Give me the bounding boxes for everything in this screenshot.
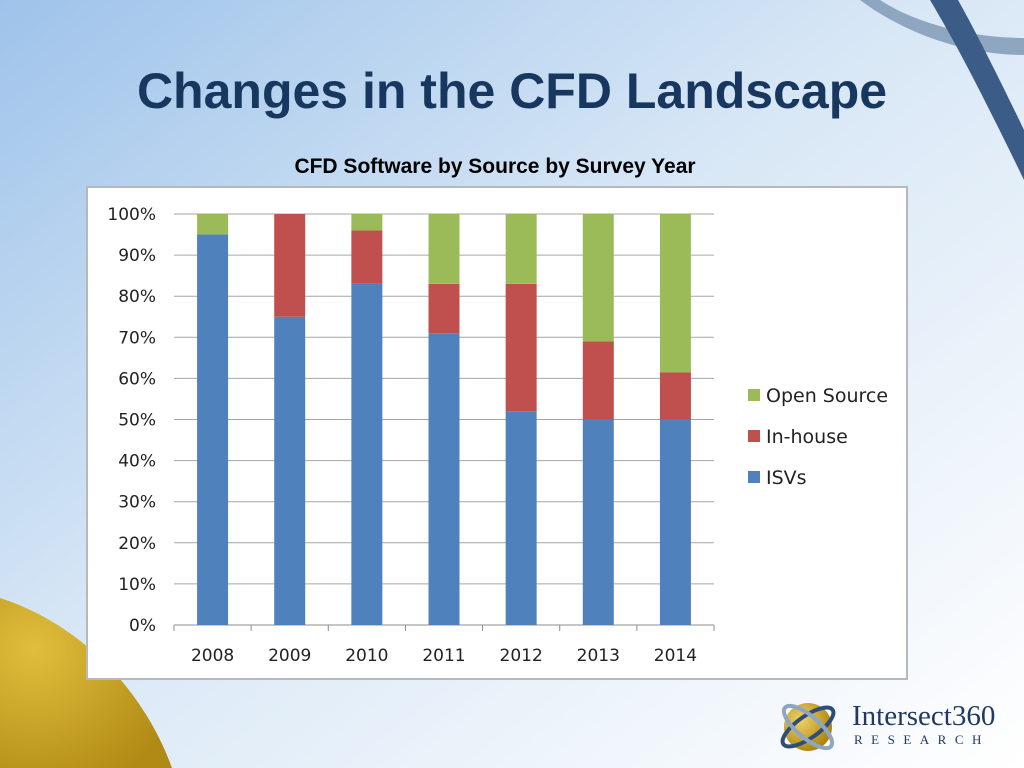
bar-in-house-2013 (582, 341, 614, 420)
x-tick-label: 2008 (191, 646, 234, 666)
swoosh-decoration-dark (930, 0, 1024, 180)
chart-title: CFD Software by Source by Survey Year (294, 155, 696, 178)
legend: Open Source In-house ISVs (748, 385, 888, 489)
company-logo: Intersect360 RESEARCH (778, 694, 1018, 760)
gold-arc-decoration (0, 598, 172, 768)
bar-open-source-2011 (428, 214, 460, 284)
bar-in-house-2009 (274, 214, 306, 317)
legend-label-open-source: Open Source (766, 385, 888, 407)
bar-isvs-2014 (659, 419, 691, 625)
bar-open-source-2013 (582, 214, 614, 342)
y-tick-label: 10% (118, 575, 156, 595)
bar-in-house-2010 (351, 230, 383, 284)
y-tick-label: 30% (118, 493, 156, 513)
bar-open-source-2014 (659, 214, 691, 373)
bar-open-source-2012 (505, 214, 537, 284)
swoosh-decoration (860, 0, 1024, 55)
page-title: Changes in the CFD Landscape (136, 63, 888, 119)
y-tick-label: 60% (118, 369, 156, 389)
legend-label-in-house: In-house (766, 426, 848, 448)
y-tick-label: 50% (118, 411, 156, 431)
bar-open-source-2008 (197, 214, 229, 235)
x-tick-label: 2010 (345, 646, 388, 666)
x-tick-label: 2013 (577, 646, 620, 666)
x-tick-label: 2012 (500, 646, 543, 666)
bar-isvs-2010 (351, 283, 383, 625)
logo-name: Intersect360 (852, 700, 996, 732)
legend-swatch-open-source (748, 389, 760, 401)
y-tick-label: 40% (118, 452, 156, 472)
bar-isvs-2013 (582, 419, 614, 625)
bar-isvs-2012 (505, 411, 537, 625)
x-tick-label: 2009 (268, 646, 311, 666)
y-tick-label: 20% (118, 534, 156, 554)
x-tick-label: 2014 (654, 646, 697, 666)
y-tick-label: 90% (118, 246, 156, 266)
legend-label-isvs: ISVs (766, 467, 807, 489)
bar-isvs-2008 (197, 234, 229, 626)
chart-container: 0% 10% 20% 30% 40% 50% 60% 70% 80% 90% 100% 2008 200… (86, 186, 908, 680)
legend-swatch-in-house (748, 430, 760, 442)
globe-icon (780, 703, 836, 751)
bar-isvs-2009 (274, 316, 306, 625)
bar-in-house-2012 (505, 283, 537, 412)
y-tick-label: 70% (118, 328, 156, 348)
logo-subtitle: RESEARCH (854, 732, 990, 747)
y-tick-label: 100% (107, 205, 156, 225)
bar-open-source-2010 (351, 214, 383, 231)
x-tick-label: 2011 (422, 646, 465, 666)
y-tick-label: 0% (129, 616, 156, 636)
legend-swatch-isvs (748, 471, 760, 483)
y-tick-label: 80% (118, 287, 156, 307)
stacked-bar-chart: 0% 10% 20% 30% 40% 50% 60% 70% 80% 90% 100% 2008 200… (107, 205, 888, 666)
bar-in-house-2011 (428, 283, 460, 334)
axes: 0% 10% 20% 30% 40% 50% 60% 70% 80% 90% 100% 2008 200… (107, 205, 715, 666)
bar-isvs-2011 (428, 333, 460, 625)
bars (197, 214, 691, 626)
bar-in-house-2014 (659, 372, 691, 420)
